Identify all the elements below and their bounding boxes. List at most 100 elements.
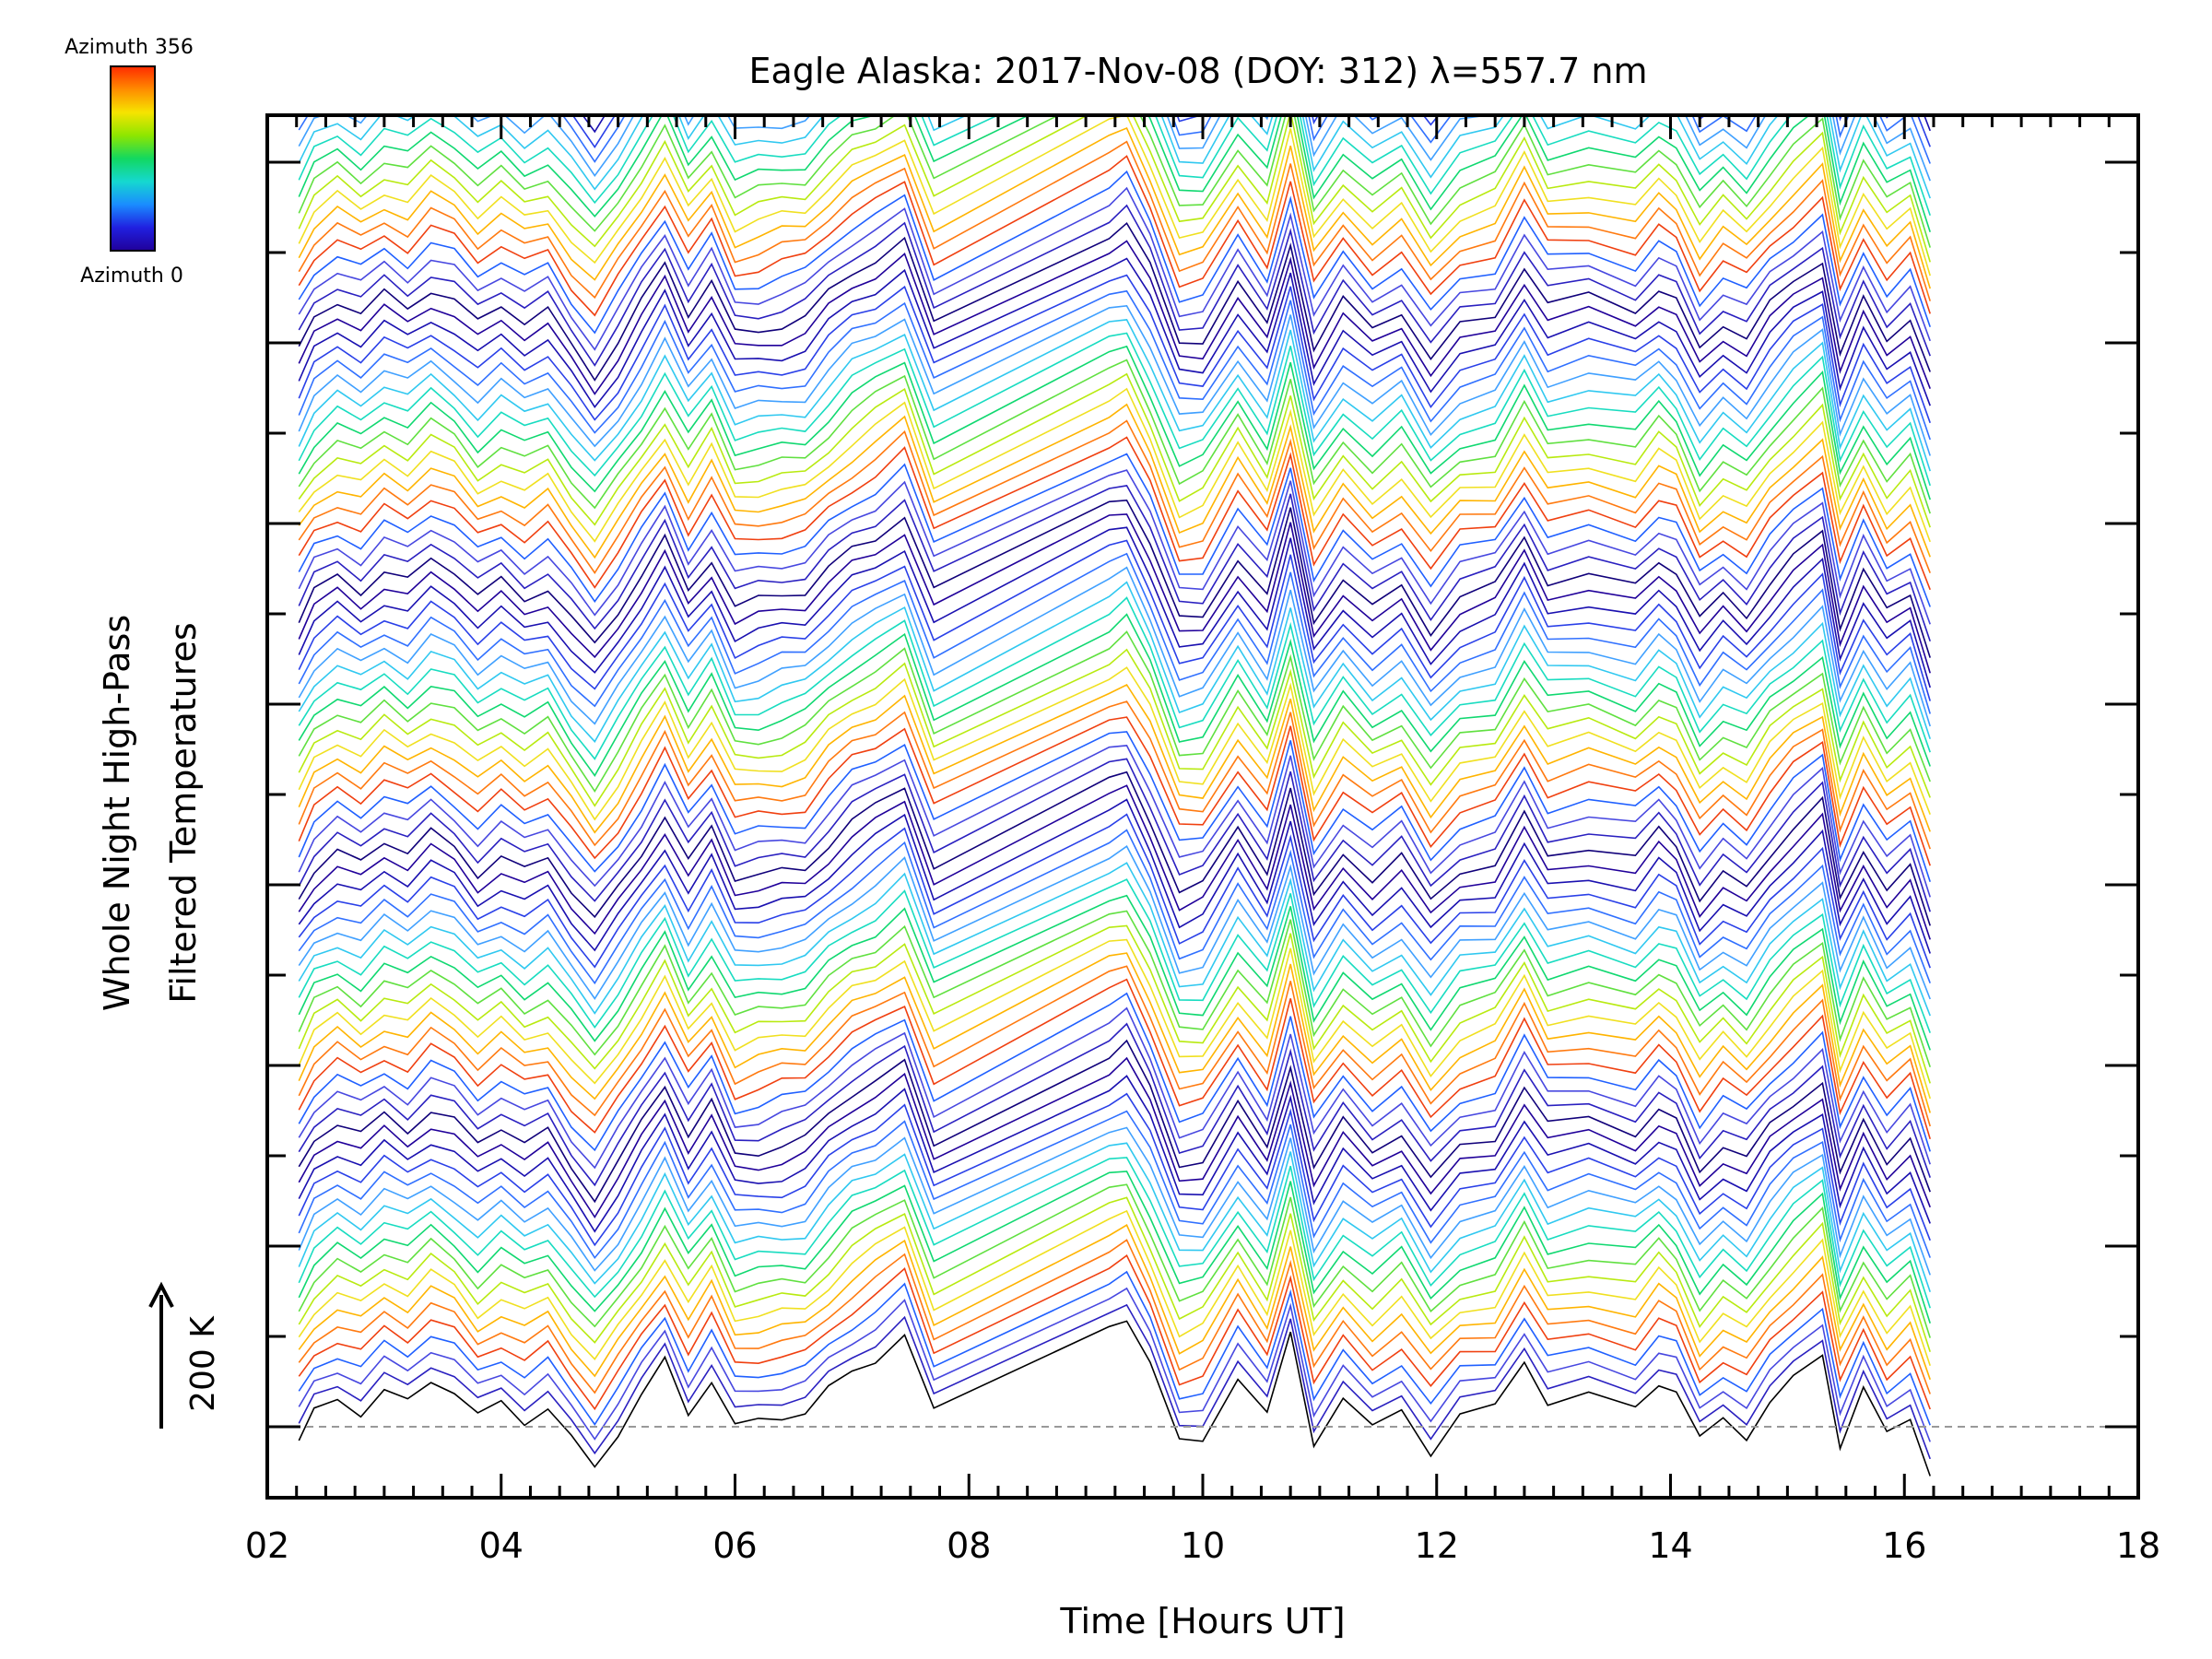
azimuth-curve [298, 978, 1931, 1140]
azimuth-curve [298, 257, 1931, 408]
azimuth-curve [298, 115, 1931, 216]
azimuth-curve [298, 1303, 1931, 1460]
azimuth-curve [298, 403, 1931, 559]
colorbar-top-label: Azimuth 356 [65, 36, 194, 59]
azimuth-curve [298, 115, 1931, 276]
azimuth-curve [298, 1287, 1931, 1442]
azimuth-curve [298, 240, 1931, 395]
azimuth-curve [298, 613, 1931, 777]
azimuth-curve [298, 1157, 1931, 1309]
azimuth-curve [298, 453, 1931, 607]
x-tick-label: 18 [2116, 1525, 2160, 1566]
azimuth-curve [298, 924, 1931, 1084]
x-tick-label: 08 [947, 1525, 991, 1566]
azimuth-curve [298, 526, 1931, 688]
azimuth-curve [298, 359, 1931, 514]
azimuth-curve [298, 1126, 1931, 1276]
azimuth-curve [298, 716, 1931, 866]
azimuth-curve [298, 552, 1931, 714]
colorbar [110, 65, 156, 252]
chart-title: Eagle Alaska: 2017-Nov-08 (DOY: 312) λ=5… [749, 51, 1648, 91]
colorbar-bottom-label: Azimuth 0 [80, 265, 183, 288]
azimuth-curve [298, 387, 1931, 543]
azimuth-curve [298, 596, 1931, 760]
y-axis-label-line2: Filtered Temperatures [163, 622, 204, 1003]
azimuth-curve [298, 289, 1931, 441]
scale-bar-label: 200 K [184, 1315, 222, 1412]
azimuth-curve [298, 469, 1931, 625]
azimuth-curve [298, 419, 1931, 574]
azimuth-curve [298, 771, 1931, 926]
azimuth-curve [298, 731, 1931, 883]
azimuth-curve [298, 186, 1931, 351]
scale-arrow-head-icon [148, 1281, 174, 1308]
azimuth-curve [298, 845, 1931, 1000]
x-tick-label: 06 [712, 1525, 757, 1566]
x-tick-label: 16 [1882, 1525, 1926, 1566]
azimuth-curve [298, 115, 1931, 182]
azimuth-curve [298, 1196, 1931, 1352]
azimuth-curve [298, 140, 1931, 301]
azimuth-curve [298, 345, 1931, 500]
azimuth-curve [298, 1092, 1931, 1247]
azimuth-curve [298, 683, 1931, 834]
azimuth-curve [298, 1183, 1931, 1338]
azimuth-curve [298, 372, 1931, 528]
azimuth-curve [298, 1075, 1931, 1233]
azimuth-curve [298, 332, 1931, 487]
azimuth-curve [298, 499, 1931, 658]
azimuth-curve [298, 952, 1931, 1113]
azimuth-curve [298, 221, 1931, 382]
azimuth-curve [298, 1270, 1931, 1426]
azimuth-curve [298, 539, 1931, 701]
azimuth-curve [298, 878, 1931, 1033]
x-tick-label: 12 [1415, 1525, 1459, 1566]
y-axis-label-line1: Whole Night High-Pass [97, 615, 137, 1011]
azimuth-curve [298, 513, 1931, 674]
azimuth-curve [298, 115, 1931, 248]
x-tick-label: 02 [245, 1525, 289, 1566]
azimuth-curve [298, 630, 1931, 794]
temperature-curves [298, 115, 1931, 1477]
azimuth-curve [298, 894, 1931, 1051]
azimuth-curve [298, 700, 1931, 850]
azimuth-curve [298, 566, 1931, 727]
azimuth-curve [298, 155, 1931, 317]
azimuth-curve [298, 1039, 1931, 1204]
azimuth-curve [298, 1142, 1931, 1292]
azimuth-curve [298, 758, 1931, 912]
azimuth-curve [298, 1171, 1931, 1324]
azimuth-curve [298, 1110, 1931, 1260]
azimuth-curve [298, 115, 1931, 199]
azimuth-curve [298, 1320, 1931, 1477]
azimuth-curve [298, 126, 1931, 289]
azimuth-curve [298, 115, 1931, 263]
azimuth-curve [298, 666, 1931, 821]
axis-ticks [265, 115, 2140, 1498]
azimuth-curve [298, 992, 1931, 1152]
azimuth-curve [298, 1006, 1931, 1170]
azimuth-curve [298, 1253, 1931, 1411]
azimuth-curve [298, 1209, 1931, 1366]
azimuth-curve [298, 829, 1931, 985]
azimuth-curve [298, 485, 1931, 642]
azimuth-curve [298, 581, 1931, 743]
azimuth-curve [298, 115, 1931, 232]
azimuth-curve [298, 319, 1931, 472]
azimuth-curve [298, 910, 1931, 1068]
x-tick-label: 04 [479, 1525, 524, 1566]
azimuth-curve [298, 115, 1931, 164]
x-tick-label: 10 [1181, 1525, 1225, 1566]
x-tick-labels: 02 04 06 08 10 12 14 16 18 [245, 1525, 2160, 1566]
azimuth-curve [298, 204, 1931, 367]
azimuth-curve [298, 274, 1931, 424]
azimuth-curve [298, 798, 1931, 954]
azimuth-curve [298, 745, 1931, 898]
x-axis-label: Time [Hours UT] [1059, 1601, 1345, 1641]
azimuth-curve [298, 965, 1931, 1127]
azimuth-curve [298, 1239, 1931, 1394]
azimuth-curve [298, 862, 1931, 1017]
azimuth-curve [298, 1022, 1931, 1187]
azimuth-curve [298, 1056, 1931, 1219]
